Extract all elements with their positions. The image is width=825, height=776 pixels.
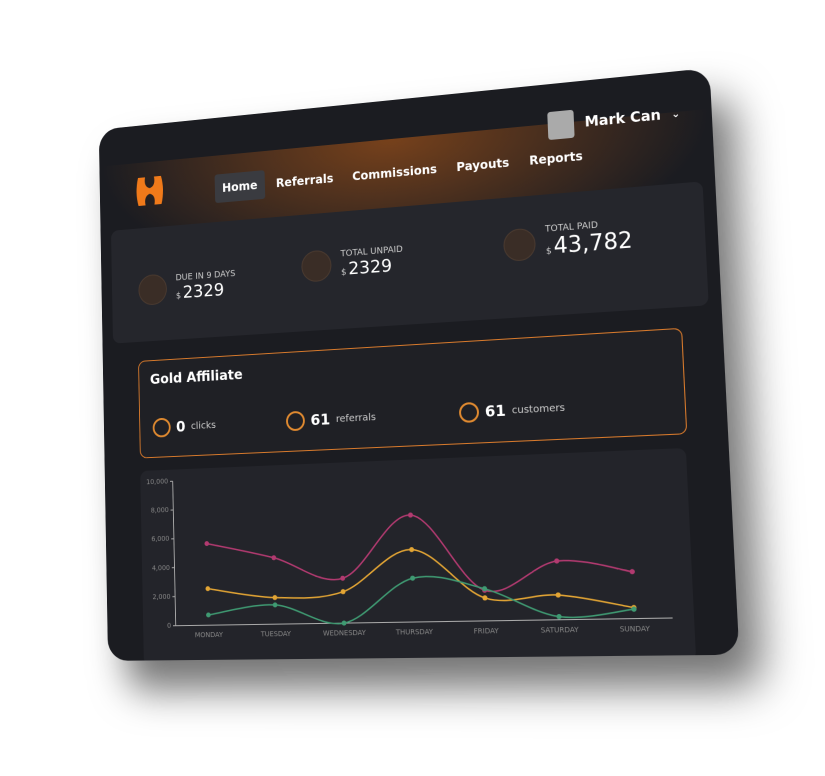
nav-item[interactable]: Payouts xyxy=(456,155,510,175)
point xyxy=(341,620,347,626)
metric-icon xyxy=(152,417,171,438)
chart: 0 2,000 4,000 6,000 8,000 10,000 MONDAY TUESDAY… xyxy=(140,447,697,661)
y-tick-label: 0 xyxy=(167,622,171,630)
affiliate-card: Gold Affiliate 0 clicks 61 referrals 61 custom… xyxy=(138,327,688,459)
y-axis xyxy=(173,481,176,625)
point xyxy=(340,575,345,581)
metric: 61 referrals xyxy=(285,407,377,432)
y-tick-label: 2,000 xyxy=(152,593,170,601)
point xyxy=(629,568,635,575)
stat-value: $2329 xyxy=(341,254,404,279)
point xyxy=(206,612,211,618)
stat: DUE IN 9 DAYS $2329 xyxy=(138,268,236,306)
point xyxy=(272,602,278,608)
metric-value: 0 xyxy=(175,417,186,436)
point xyxy=(272,595,278,601)
stat: TOTAL PAID $43,782 xyxy=(502,218,633,263)
x-tick-label: TUESDAY xyxy=(260,630,292,639)
metric-label: customers xyxy=(511,402,566,416)
x-axis xyxy=(176,618,673,626)
nav-item[interactable]: Home xyxy=(214,170,266,204)
chevron: ⌄ xyxy=(671,108,681,121)
currency: $ xyxy=(340,267,347,278)
metric-value: 61 xyxy=(310,410,331,430)
stat-text: DUE IN 9 DAYS $2329 xyxy=(175,269,236,303)
y-tick-label: 6,000 xyxy=(151,535,169,543)
x-tick-label: THURSDAY xyxy=(395,628,434,637)
stat-value: $2329 xyxy=(176,278,236,302)
x-tick-label: FRIDAY xyxy=(474,627,500,636)
metric-label: clicks xyxy=(190,419,217,432)
stat-text: TOTAL PAID $43,782 xyxy=(545,218,633,260)
point xyxy=(556,614,562,620)
currency: $ xyxy=(175,290,182,301)
stat: TOTAL UNPAID $2329 xyxy=(300,244,404,283)
point xyxy=(407,512,414,518)
point xyxy=(554,558,560,564)
metric: 0 clicks xyxy=(152,415,217,438)
amount: 2329 xyxy=(347,255,393,279)
amount: 2329 xyxy=(182,279,225,303)
x-tick-label: WEDNESDAY xyxy=(323,629,367,638)
nav-item[interactable]: Reports xyxy=(528,149,583,168)
stat-icon xyxy=(138,273,168,306)
point xyxy=(340,588,345,594)
stat-icon xyxy=(502,227,537,262)
avatar xyxy=(547,109,576,141)
point xyxy=(555,592,561,598)
series-line xyxy=(208,572,635,626)
stat-text: TOTAL UNPAID $2329 xyxy=(340,244,403,279)
x-tick-label: SUNDAY xyxy=(620,625,651,634)
y-tick-label: 4,000 xyxy=(152,564,170,572)
y-tick-label: 10,000 xyxy=(146,477,168,486)
user-name: Mark Can xyxy=(584,107,662,131)
point xyxy=(410,575,416,581)
point xyxy=(482,595,488,601)
y-tick-label: 8,000 xyxy=(151,506,169,515)
point xyxy=(205,586,211,592)
metric: 61 customers xyxy=(458,397,566,424)
metric-value: 61 xyxy=(484,401,507,421)
metric-icon xyxy=(458,401,480,424)
metric-icon xyxy=(285,410,306,432)
x-tick-label: SATURDAY xyxy=(541,626,580,635)
point xyxy=(271,555,277,561)
point xyxy=(409,546,415,553)
x-tick-label: MONDAY xyxy=(195,631,224,639)
dashboard: Home Referrals Commissions Payouts Reports M… xyxy=(98,67,740,661)
point xyxy=(204,541,210,547)
currency: $ xyxy=(545,246,552,257)
stat-value: $43,782 xyxy=(545,228,633,260)
series-line xyxy=(206,508,633,597)
logo[interactable] xyxy=(134,172,165,210)
metric-label: referrals xyxy=(335,411,377,425)
affiliate-title: Gold Affiliate xyxy=(149,367,243,388)
amount: 43,782 xyxy=(553,228,634,260)
stat-icon xyxy=(300,249,332,283)
